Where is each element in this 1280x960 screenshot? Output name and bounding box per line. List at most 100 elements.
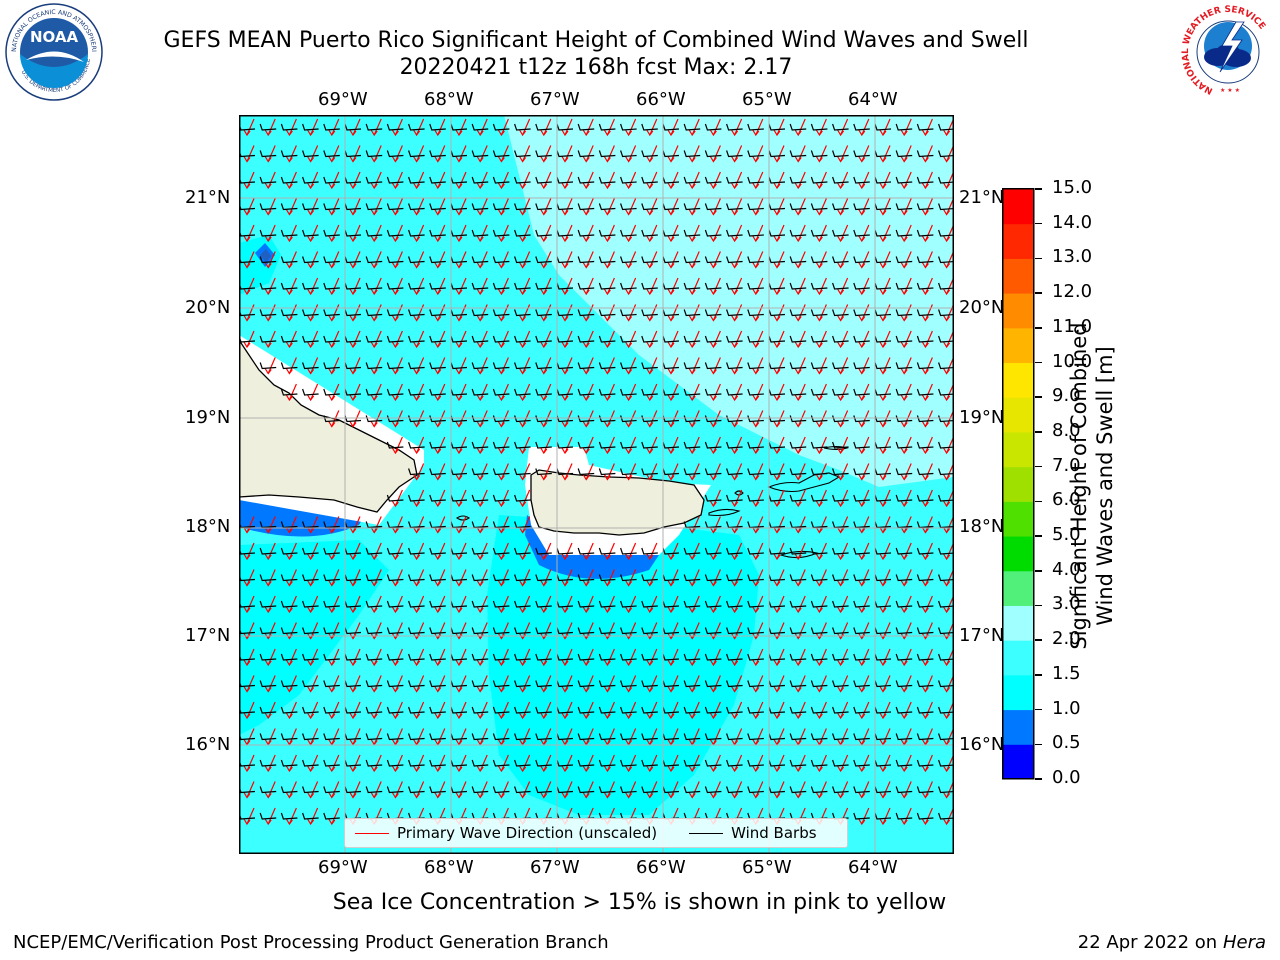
wind-barb bbox=[514, 786, 531, 794]
wave-arrow bbox=[582, 224, 594, 243]
wave-arrow bbox=[328, 807, 340, 826]
wind-barb bbox=[514, 627, 531, 635]
wind-barb bbox=[450, 680, 468, 688]
wave-arrow bbox=[688, 224, 700, 243]
wave-arrow bbox=[794, 304, 806, 322]
colorbar-tick bbox=[1035, 639, 1042, 641]
wave-arrow bbox=[900, 781, 912, 799]
wave-arrow bbox=[370, 198, 382, 216]
wind-barb bbox=[344, 388, 362, 396]
wave-arrow bbox=[646, 701, 658, 720]
wind-barb bbox=[810, 680, 828, 688]
wave-arrow bbox=[900, 648, 912, 667]
wave-arrow bbox=[434, 781, 446, 799]
wave-arrow bbox=[582, 701, 594, 720]
wave-arrow bbox=[519, 781, 531, 799]
wind-barb bbox=[598, 547, 616, 555]
wind-barb bbox=[662, 176, 680, 184]
wave-arrow bbox=[773, 463, 785, 481]
wind-barb bbox=[620, 441, 637, 449]
wind-barb bbox=[259, 706, 277, 714]
wave-arrow bbox=[561, 304, 573, 322]
wave-arrow bbox=[264, 224, 276, 243]
wave-arrow bbox=[328, 198, 340, 216]
lat-label-right-20n: 20°N bbox=[959, 297, 1005, 318]
wind-barb bbox=[938, 335, 954, 343]
wave-arrow bbox=[243, 516, 255, 534]
wind-barb bbox=[620, 468, 637, 476]
wind-barb bbox=[662, 150, 680, 158]
wind-barb bbox=[916, 786, 934, 794]
colorbar-tick bbox=[1035, 257, 1042, 260]
wind-barb bbox=[556, 627, 574, 635]
wave-arrow bbox=[243, 781, 255, 799]
wind-barb bbox=[492, 786, 510, 794]
wave-arrow bbox=[349, 781, 361, 799]
wave-arrow bbox=[561, 224, 573, 243]
lat-label-right-21n: 21°N bbox=[959, 187, 1005, 208]
wave-arrow bbox=[370, 675, 382, 693]
colorbar-tick-label: 1.5 bbox=[1052, 662, 1081, 684]
wind-barb bbox=[874, 256, 892, 264]
wave-arrow bbox=[625, 198, 637, 216]
wave-arrow bbox=[370, 754, 382, 773]
wind-barb bbox=[471, 362, 489, 370]
wave-arrow bbox=[731, 754, 743, 773]
wind-barb bbox=[535, 468, 552, 476]
wind-barb bbox=[577, 123, 595, 131]
wind-barb bbox=[514, 282, 531, 290]
wave-arrow bbox=[837, 781, 849, 799]
wave-arrow bbox=[752, 701, 764, 720]
wave-arrow bbox=[582, 383, 594, 402]
wave-arrow bbox=[731, 251, 743, 269]
wave-arrow bbox=[561, 754, 573, 773]
wind-barb bbox=[408, 388, 425, 396]
wave-arrow bbox=[370, 277, 382, 296]
wave-arrow bbox=[879, 436, 891, 455]
colorbar-tick bbox=[1035, 431, 1042, 433]
wave-arrow bbox=[413, 251, 425, 269]
wave-arrow bbox=[561, 569, 573, 587]
wave-arrow bbox=[413, 198, 425, 216]
wave-arrow bbox=[815, 251, 827, 269]
wave-arrow bbox=[285, 251, 297, 269]
wind-barb bbox=[535, 547, 552, 555]
wave-arrow bbox=[815, 781, 827, 799]
wind-barb bbox=[832, 574, 849, 582]
wind-barb bbox=[683, 256, 701, 264]
wind-barb bbox=[365, 176, 383, 184]
wind-barb bbox=[620, 653, 637, 661]
wind-barb bbox=[408, 494, 425, 502]
wave-arrow bbox=[455, 675, 467, 693]
lat-label-right-16n: 16°N bbox=[959, 734, 1005, 755]
wave-arrow bbox=[497, 516, 509, 534]
wave-arrow bbox=[921, 542, 933, 561]
wave-arrow bbox=[900, 145, 912, 163]
wind-barb-legend-label: Wind Barbs bbox=[731, 824, 817, 842]
wind-barb bbox=[620, 229, 637, 237]
wave-arrow bbox=[879, 277, 891, 296]
lat-label-left-21n: 21°N bbox=[185, 187, 231, 208]
wind-barb bbox=[408, 600, 425, 608]
wave-arrow bbox=[773, 648, 785, 667]
wind-barb bbox=[683, 786, 701, 794]
wind-barb bbox=[620, 256, 637, 264]
wave-arrow bbox=[307, 595, 319, 614]
wave-arrow bbox=[476, 330, 488, 349]
wave-arrow bbox=[667, 542, 679, 561]
colorbar-segment bbox=[1003, 327, 1034, 364]
wind-barb bbox=[344, 574, 362, 582]
wave-arrow bbox=[900, 251, 912, 269]
wave-arrow bbox=[752, 754, 764, 773]
wind-barb bbox=[832, 653, 849, 661]
wave-arrow bbox=[752, 357, 764, 375]
wave-arrow bbox=[582, 463, 594, 481]
wind-barb bbox=[662, 123, 680, 131]
wind-barb bbox=[916, 468, 934, 476]
wave-arrow bbox=[794, 251, 806, 269]
wave-arrow bbox=[815, 330, 827, 349]
wave-arrow bbox=[370, 330, 382, 349]
wind-barb bbox=[704, 680, 722, 688]
wave-arrow bbox=[285, 304, 297, 322]
wind-barb bbox=[323, 335, 340, 343]
